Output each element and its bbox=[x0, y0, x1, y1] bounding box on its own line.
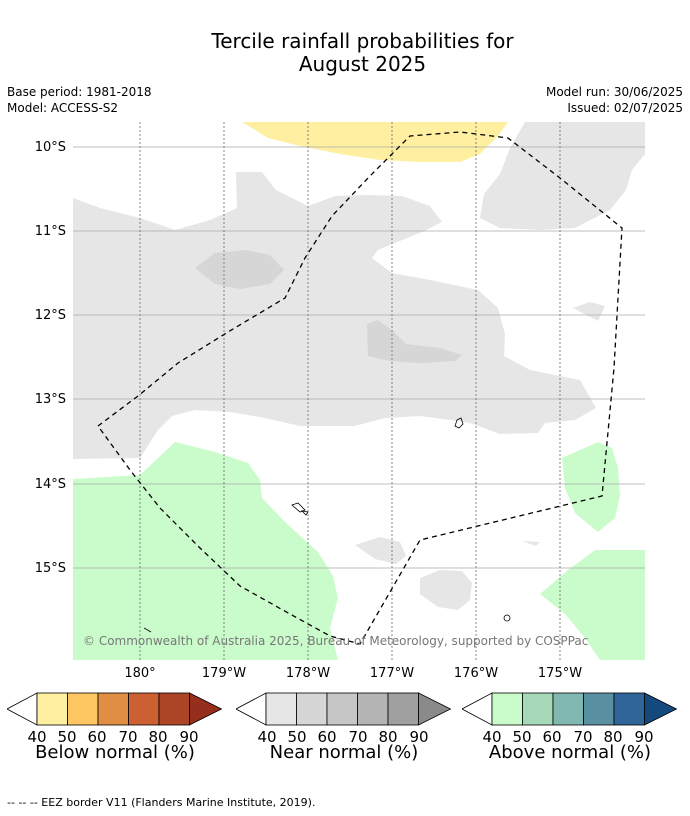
legend-near-normal: 40 50 60 70 80 90 Near normal (%) bbox=[235, 690, 452, 763]
colorbar-arrow-high bbox=[418, 692, 452, 726]
legend-tick: 50 bbox=[287, 728, 307, 746]
colorbar-above-normal bbox=[461, 692, 678, 726]
colorbar-swatch bbox=[357, 692, 389, 726]
colorbar-arrow-high bbox=[189, 692, 223, 726]
near-normal-blob-1 bbox=[573, 302, 605, 321]
near-normal-blob-3 bbox=[420, 570, 472, 610]
title-line-1: Tercile rainfall probabilities for bbox=[211, 29, 514, 53]
map-title: Tercile rainfall probabilities for Augus… bbox=[0, 30, 690, 76]
rainfall-map: 10°S 11°S 12°S 13°S 14°S 15°S © Commonwe… bbox=[35, 122, 645, 681]
colorbar-swatch bbox=[158, 692, 190, 726]
lat-label: 10°S bbox=[35, 140, 66, 155]
legend-tick: 70 bbox=[573, 728, 593, 746]
lat-label: 12°S bbox=[35, 308, 66, 323]
colorbar-near-normal bbox=[235, 692, 452, 726]
lat-label: 15°S bbox=[35, 561, 66, 576]
colorbar-arrow-low bbox=[461, 692, 493, 726]
near-normal-patch-1 bbox=[195, 250, 284, 289]
eez-footnote: -- -- -- EEZ border V11 (Flanders Marine… bbox=[7, 796, 316, 809]
lon-label: 177°W bbox=[370, 666, 414, 681]
longitude-labels: 180° 179°W 178°W 177°W 176°W 175°W bbox=[124, 666, 582, 681]
above-normal-region-e bbox=[562, 442, 620, 532]
meta-left: Base period: 1981-2018 Model: ACCESS-S2 bbox=[7, 84, 152, 116]
near-normal-blob-4 bbox=[522, 541, 540, 546]
colorbar-swatch bbox=[128, 692, 160, 726]
colorbar-swatch bbox=[67, 692, 99, 726]
eez-border bbox=[97, 131, 623, 645]
lat-label: 11°S bbox=[35, 224, 66, 239]
colorbar-swatch bbox=[265, 692, 297, 726]
colorbar-swatch bbox=[613, 692, 645, 726]
probability-regions bbox=[73, 122, 645, 660]
colorbar-arrow-low bbox=[235, 692, 267, 726]
lon-label: 179°W bbox=[202, 666, 246, 681]
colorbar-swatch bbox=[36, 692, 68, 726]
legend-tick: 90 bbox=[179, 728, 199, 746]
legend-tick: 80 bbox=[148, 728, 168, 746]
legend-tick: 50 bbox=[512, 728, 532, 746]
colorbar-swatch bbox=[583, 692, 615, 726]
legend-tick: 80 bbox=[603, 728, 623, 746]
near-normal-patch-2 bbox=[367, 320, 462, 363]
title-line-2: August 2025 bbox=[298, 52, 427, 76]
colorbar-swatch bbox=[326, 692, 358, 726]
issued-date: Issued: 02/07/2025 bbox=[567, 101, 683, 115]
colorbar-arrow-high bbox=[644, 692, 678, 726]
legend-above-normal: 40 50 60 70 80 90 Above normal (%) bbox=[461, 690, 678, 763]
lon-label: 180° bbox=[124, 666, 155, 681]
legend-tick: 80 bbox=[378, 728, 398, 746]
near-normal-blob-2 bbox=[355, 537, 406, 564]
legend-tick: 60 bbox=[317, 728, 337, 746]
graticule bbox=[73, 146, 645, 569]
lat-label: 14°S bbox=[35, 477, 66, 492]
legend-tick: 60 bbox=[87, 728, 107, 746]
legend-tick: 70 bbox=[348, 728, 368, 746]
above-normal-region-se bbox=[540, 550, 645, 660]
colorbar-swatch bbox=[491, 692, 523, 726]
meta-right: Model run: 30/06/2025 Issued: 02/07/2025 bbox=[546, 84, 683, 116]
legend-tick: 70 bbox=[118, 728, 138, 746]
colorbar-swatch bbox=[552, 692, 584, 726]
model-run: Model run: 30/06/2025 bbox=[545, 85, 683, 99]
lon-label: 175°W bbox=[538, 666, 582, 681]
lon-label: 176°W bbox=[454, 666, 498, 681]
above-normal-region-sw bbox=[73, 442, 338, 660]
legend-tick: 40 bbox=[257, 728, 277, 746]
model-name: Model: ACCESS-S2 bbox=[7, 101, 119, 115]
colorbar-below-normal bbox=[6, 692, 223, 726]
latitude-labels: 10°S 11°S 12°S 13°S 14°S 15°S bbox=[35, 140, 66, 576]
legend-tick: 50 bbox=[57, 728, 77, 746]
legend-tick: 40 bbox=[27, 728, 47, 746]
colorbar-swatch bbox=[387, 692, 419, 726]
base-period: Base period: 1981-2018 bbox=[7, 85, 152, 99]
lon-label: 178°W bbox=[286, 666, 330, 681]
legend-title: Below normal (%) bbox=[35, 742, 195, 763]
colorbar-swatch bbox=[522, 692, 554, 726]
legend-tick: 90 bbox=[634, 728, 654, 746]
below-normal-region bbox=[242, 122, 508, 162]
legend-title: Near normal (%) bbox=[269, 742, 419, 763]
legend-tick: 90 bbox=[409, 728, 429, 746]
legend-title: Above normal (%) bbox=[488, 742, 652, 763]
colorbar-swatch bbox=[97, 692, 129, 726]
colorbar-swatch bbox=[296, 692, 328, 726]
near-normal-region bbox=[73, 172, 596, 459]
islands bbox=[143, 417, 511, 633]
legend-tick: 40 bbox=[482, 728, 502, 746]
copyright-notice: © Commonwealth of Australia 2025, Bureau… bbox=[83, 634, 588, 648]
colorbar-arrow-low bbox=[6, 692, 38, 726]
meridians bbox=[139, 122, 561, 660]
lat-label: 13°S bbox=[35, 392, 66, 407]
legend-tick: 60 bbox=[542, 728, 562, 746]
legend-below-normal: 40 50 60 70 80 90 Below normal (%) bbox=[6, 690, 223, 763]
